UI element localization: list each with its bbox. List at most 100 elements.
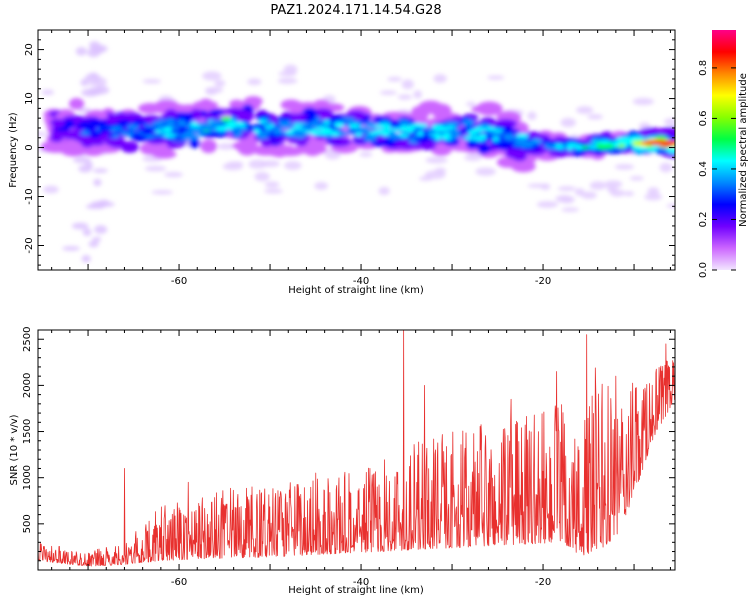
spectrogram-blob bbox=[399, 119, 411, 128]
spectrogram-speckle bbox=[413, 90, 422, 99]
spectrogram-blob bbox=[419, 141, 437, 151]
spectrogram-blob bbox=[190, 121, 198, 127]
spectrogram-speckle bbox=[487, 75, 505, 80]
spectrogram-blob bbox=[200, 139, 217, 154]
spectrogram-blob bbox=[49, 134, 64, 143]
spectrogram-blob bbox=[359, 118, 370, 124]
spectrogram-blob bbox=[404, 127, 415, 133]
spectrogram-speckle bbox=[589, 181, 607, 190]
spectrogram-speckle bbox=[82, 228, 92, 237]
spectrogram-blob bbox=[315, 126, 327, 130]
figure-title: PAZ1.2024.171.14.54.G28 bbox=[270, 3, 441, 18]
spectrogram-blob bbox=[312, 108, 334, 119]
spectrogram-blob bbox=[390, 127, 401, 131]
spectrogram-blob bbox=[198, 98, 214, 112]
spectrogram-blob bbox=[79, 132, 91, 136]
spectrogram-blob bbox=[415, 137, 430, 144]
x-tick-label: -60 bbox=[171, 276, 187, 287]
spectrogram-blob bbox=[519, 143, 532, 148]
spectrogram-blob bbox=[546, 146, 557, 151]
spectrogram-blob bbox=[474, 126, 485, 131]
spectrogram-blob bbox=[82, 145, 105, 157]
spectrogram-blob bbox=[415, 123, 429, 128]
spectrogram-speckle bbox=[278, 71, 297, 77]
spectrogram-speckle bbox=[247, 78, 262, 86]
snr-ylabel: SNR (10 * v/v) bbox=[9, 414, 20, 485]
spectrogram-blob bbox=[176, 119, 186, 126]
spectrogram-speckle bbox=[43, 185, 59, 194]
snr-xlabel: Height of straight line (km) bbox=[288, 585, 424, 596]
spectrogram-blob bbox=[275, 146, 304, 157]
spectrogram-speckle bbox=[264, 181, 280, 188]
spectrogram-blob bbox=[294, 130, 308, 136]
colorbar-tick-label: 0.8 bbox=[698, 60, 709, 76]
spectrogram-blob bbox=[411, 105, 431, 118]
spectrogram-speckle bbox=[38, 132, 49, 137]
spectrogram-blob bbox=[50, 131, 60, 137]
y-tick-label: 2000 bbox=[22, 373, 33, 398]
spectrogram-blob bbox=[112, 126, 123, 131]
spectrogram-blob bbox=[139, 142, 160, 155]
spectrogram-blob bbox=[417, 131, 424, 136]
spectrogram-xlabel: Height of straight line (km) bbox=[288, 285, 424, 296]
spectrogram-speckle bbox=[606, 185, 618, 193]
spectrogram-blob bbox=[49, 118, 67, 127]
spectrogram-speckle bbox=[576, 106, 594, 114]
spectrogram-blob bbox=[227, 120, 236, 127]
spectrogram-blob bbox=[426, 130, 437, 135]
spectrogram-frame bbox=[37, 29, 676, 271]
spectrogram-blob bbox=[188, 138, 201, 149]
spectrogram-speckle bbox=[73, 156, 91, 164]
spectrogram-speckle bbox=[475, 167, 496, 176]
spectrogram-speckle bbox=[164, 171, 184, 178]
spectrogram-speckle bbox=[92, 236, 102, 242]
spectrogram-speckle bbox=[144, 165, 167, 172]
spectrogram-blob bbox=[144, 134, 156, 139]
spectrogram-blob bbox=[238, 122, 246, 128]
spectrogram-ylabel: Frequency (Hz) bbox=[8, 112, 19, 188]
spectrogram-blob bbox=[76, 122, 87, 129]
spectrogram-peak bbox=[640, 140, 673, 146]
spectrogram-blob bbox=[444, 139, 460, 146]
spectrogram-blob bbox=[434, 135, 442, 141]
spectrogram-blob bbox=[358, 129, 371, 134]
spectrogram-speckle bbox=[378, 186, 390, 196]
spectrogram-blob bbox=[569, 143, 580, 148]
spectrogram-speckle bbox=[561, 207, 579, 212]
colorbar-tick-label: 0.2 bbox=[698, 212, 709, 228]
spectrogram-blob bbox=[163, 126, 172, 133]
spectrogram-speckle bbox=[666, 203, 675, 208]
spectrogram-speckle bbox=[75, 47, 87, 56]
spectrogram-blob bbox=[503, 134, 516, 141]
spectrogram-speckle bbox=[202, 71, 222, 81]
colorbar-gradient bbox=[712, 30, 736, 270]
spectrogram-blob bbox=[464, 136, 475, 141]
spectrogram-blob bbox=[208, 109, 226, 116]
spectrogram-blob bbox=[292, 122, 303, 126]
spectrogram-blob bbox=[237, 141, 257, 156]
spectrogram-speckle bbox=[527, 111, 537, 121]
spectrogram-blob bbox=[462, 118, 475, 127]
spectrogram-blob bbox=[220, 116, 232, 122]
spectrogram-blob bbox=[612, 141, 621, 147]
spectrogram-speckle bbox=[614, 164, 635, 170]
spectrogram-blob bbox=[40, 140, 70, 153]
spectrogram-blob bbox=[98, 127, 112, 133]
spectrogram-speckle bbox=[397, 94, 413, 100]
colorbar-ticks: 0.0 0.2 0.4 0.6 0.8 bbox=[698, 60, 736, 278]
spectrogram-speckle bbox=[623, 191, 635, 197]
y-tick-label: 20 bbox=[24, 43, 35, 56]
spectrogram-blob bbox=[180, 132, 197, 140]
spectrogram-blob bbox=[514, 137, 527, 144]
spectrogram-blob bbox=[508, 128, 521, 134]
spectrogram-blob bbox=[61, 125, 71, 132]
spectrogram-blob bbox=[117, 119, 131, 125]
spectrogram-blob bbox=[306, 122, 318, 128]
spectrogram-blob bbox=[304, 114, 317, 122]
spectrogram-blob bbox=[345, 131, 356, 135]
spectrogram-speckle bbox=[629, 176, 644, 181]
spectrogram-speckle bbox=[92, 168, 108, 173]
spectrogram-blob bbox=[431, 124, 445, 129]
y-tick-label: -20 bbox=[24, 237, 35, 253]
spectrogram-blob bbox=[492, 137, 499, 142]
